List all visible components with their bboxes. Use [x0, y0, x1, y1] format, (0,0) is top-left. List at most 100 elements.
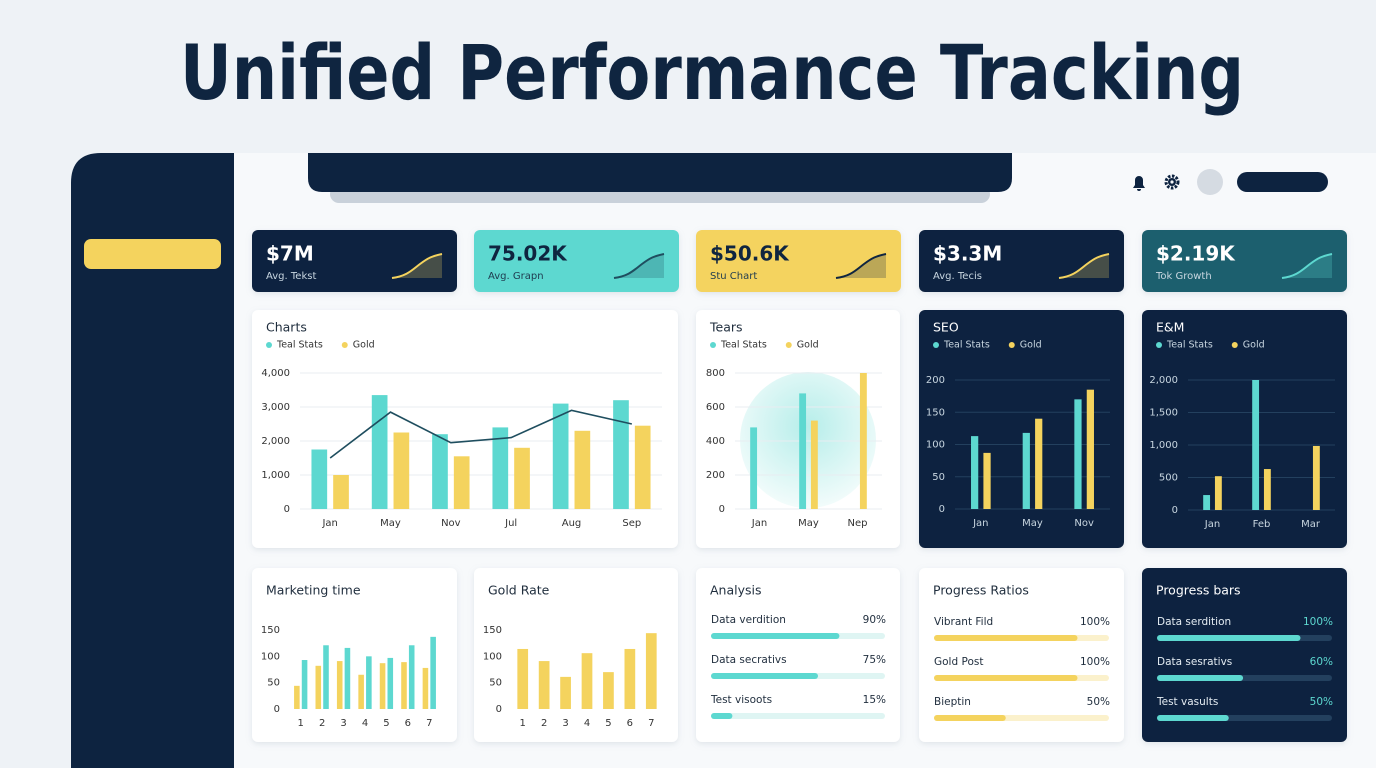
bar: [358, 674, 364, 709]
chart-title: Gold Rate: [488, 583, 550, 598]
bell-icon[interactable]: [1133, 176, 1145, 191]
kpi-sparkline: [835, 253, 887, 279]
chart-title: SEO: [933, 320, 959, 335]
kpi-sparkline-area: [614, 254, 664, 278]
chart-card: [252, 310, 678, 548]
legend-label: Gold: [1243, 340, 1265, 351]
progress-value: 15%: [863, 694, 886, 706]
bar: [453, 456, 470, 509]
chart-card: [919, 568, 1124, 742]
x-tick-label: Nov: [441, 518, 461, 529]
progress-bar: [934, 675, 1078, 681]
line: [329, 409, 633, 459]
bar: [401, 662, 407, 709]
progress-bar: [934, 635, 1078, 641]
search-bar[interactable]: [308, 153, 1012, 192]
y-tick-label: 1,000: [1149, 440, 1178, 451]
progress-label: Data secrativs: [711, 654, 787, 666]
bar: [581, 653, 593, 709]
progress-bar: [711, 713, 733, 719]
legend-dot: [1231, 342, 1238, 348]
progress-bar: [711, 673, 819, 679]
bar: [422, 667, 429, 709]
bar: [603, 672, 614, 709]
y-tick-label: 50: [267, 678, 280, 689]
progress-label: Data verdition: [711, 614, 786, 626]
progress-value: 100%: [1080, 616, 1110, 628]
legend-dot: [341, 342, 348, 348]
y-tick-label: 500: [1159, 473, 1178, 484]
y-tick-label: 1,000: [261, 470, 290, 481]
progress-value: 90%: [863, 614, 886, 626]
y-tick-label: 0: [719, 504, 725, 515]
user-menu[interactable]: [1237, 172, 1328, 192]
x-tick-label: Nov: [1074, 518, 1094, 529]
y-tick-label: 200: [926, 375, 945, 386]
x-tick-label: 6: [627, 718, 633, 729]
progress-bar: [1157, 635, 1301, 641]
legend-label: Gold: [797, 340, 819, 351]
y-tick-label: 2,000: [1149, 375, 1178, 386]
chart-card: [919, 310, 1124, 548]
x-tick-label: Jan: [751, 518, 767, 529]
avatar[interactable]: [1197, 169, 1223, 195]
y-tick-label: 4,000: [261, 368, 290, 379]
y-tick-label: 0: [1172, 505, 1178, 516]
y-tick-label: 0: [939, 504, 945, 515]
gear-teeth: [1164, 174, 1180, 190]
page-title: Unified Performance Tracking: [180, 28, 1244, 117]
bar: [1263, 469, 1271, 510]
bar: [624, 648, 636, 709]
y-tick-label: 100: [483, 651, 502, 662]
bar: [294, 685, 300, 709]
bar: [810, 420, 818, 509]
bar: [393, 432, 410, 509]
progress-value: 50%: [1310, 696, 1333, 708]
bar: [799, 393, 807, 509]
kpi-sparkline-area: [392, 254, 442, 278]
y-tick-label: 0: [284, 504, 290, 515]
sidebar-active-item[interactable]: [84, 239, 221, 269]
chart-title: Charts: [266, 320, 307, 335]
legend-label: Teal Stats: [720, 340, 767, 351]
x-tick-label: Aug: [562, 518, 582, 529]
y-tick-label: 1,500: [1149, 408, 1178, 419]
chart-title: Tears: [709, 320, 743, 335]
progress-label: Data sesrativs: [1157, 656, 1232, 668]
bar: [492, 427, 509, 509]
bar: [1035, 418, 1043, 509]
kpi-label: Tok Growth: [1155, 271, 1212, 282]
bar: [517, 648, 529, 709]
chart-title: Progress bars: [1156, 583, 1241, 598]
legend-label: Gold: [353, 340, 375, 351]
y-tick-label: 0: [496, 704, 502, 715]
kpi-card: [252, 230, 457, 292]
chart-card: [1142, 310, 1347, 548]
y-tick-label: 50: [489, 678, 502, 689]
progress-track: [711, 713, 885, 719]
y-tick-label: 400: [706, 436, 725, 447]
bar: [859, 373, 867, 509]
x-tick-label: Feb: [1253, 519, 1271, 530]
x-tick-label: Mar: [1301, 519, 1321, 530]
kpi-sparkline-area: [1282, 254, 1332, 278]
progress-label: Test visoots: [710, 694, 772, 706]
bar: [1312, 445, 1320, 510]
bar: [1074, 399, 1082, 509]
progress-label: Test vasults: [1156, 696, 1218, 708]
x-tick-label: May: [380, 518, 401, 529]
kpi-label: Avg. Grapn: [488, 271, 544, 282]
legend-dot: [785, 342, 792, 348]
x-tick-label: 6: [405, 718, 411, 729]
kpi-card: [919, 230, 1124, 292]
chart-title: E&M: [1156, 320, 1184, 335]
x-tick-label: 2: [541, 718, 547, 729]
x-tick-label: 1: [298, 718, 304, 729]
progress-label: Vibrant Fild: [934, 616, 993, 628]
x-tick-label: 7: [426, 718, 432, 729]
kpi-value: $7M: [266, 242, 314, 266]
gear-icon[interactable]: [1164, 174, 1180, 190]
kpi-sparkline: [613, 253, 665, 279]
